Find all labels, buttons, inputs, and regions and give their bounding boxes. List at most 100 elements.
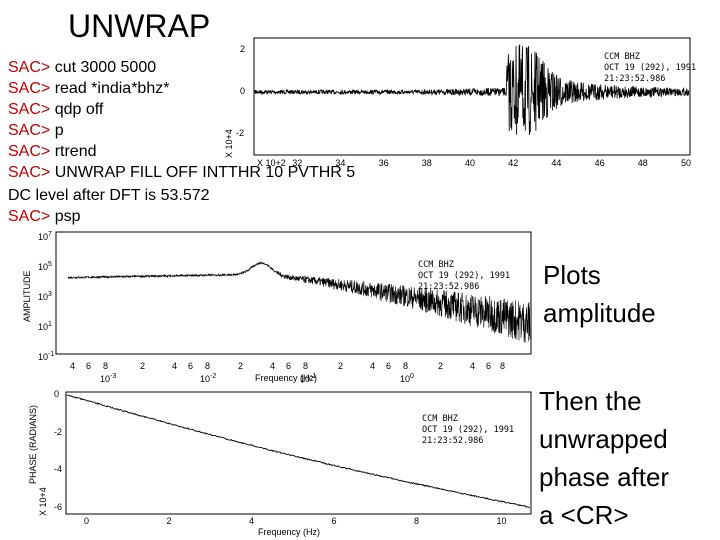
x-tick-label: 2 (438, 361, 443, 371)
x-tick-label: 36 (379, 158, 389, 168)
x-tick-labels: 0 2 4 6 8 10 (84, 516, 507, 526)
y-tick-label: 107 (38, 231, 52, 242)
sac-prompt: SAC> (8, 80, 51, 97)
x-tick-label: 40 (465, 158, 475, 168)
x-tick-label: 6 (486, 361, 491, 371)
caption-line: a <CR> (539, 500, 629, 530)
x-tick-label: 8 (403, 361, 408, 371)
command-line: SAC> UNWRAP FILL OFF INTTHR 10 PVTHR 5 (8, 163, 355, 183)
station-line: OCT 19 (292), 1991 (422, 425, 514, 435)
seismogram-frame (253, 37, 691, 156)
caption-line: Then the (539, 386, 642, 416)
station-line: CCM BHZ (604, 52, 640, 62)
y-tick-label: -4 (54, 464, 62, 474)
x-decade-label: 10-1 (300, 373, 316, 384)
y-tick-labels: 107 105 103 101 10-1 (38, 231, 54, 362)
frequency-axis-label: Frequency (Hz) (255, 373, 317, 383)
command-text: psp (54, 208, 81, 225)
station-line: CCM BHZ (418, 260, 454, 270)
command-text: UNWRAP FILL OFF INTTHR 10 PVTHR 5 (54, 164, 356, 181)
phase-axis-label: PHASE (RADIANS) (28, 405, 38, 484)
sac-prompt: SAC> (8, 164, 51, 181)
amplitude-axis-label: AMPLITUDE (22, 270, 32, 322)
command-line: SAC> read *india*bhz* (8, 79, 169, 99)
command-line: SAC> p (8, 121, 64, 141)
frequency-axis-label: Frequency (Hz) (258, 527, 320, 537)
x-tick-label: 32 (292, 158, 302, 168)
x-tick-label: 38 (422, 158, 432, 168)
command-line: SAC> cut 3000 5000 (8, 58, 156, 78)
station-line: 21:23:52.986 (604, 74, 665, 84)
command-text: cut 3000 5000 (54, 59, 157, 76)
y-tick-label: 2 (240, 44, 245, 54)
phase-caption: Then the unwrapped phase after a <CR> (539, 382, 669, 534)
slide-title: UNWRAP (68, 8, 211, 44)
x-tick-label: 4 (470, 361, 475, 371)
x-tick-label: 8 (414, 516, 419, 526)
x-tick-label: 6 (286, 361, 291, 371)
x-tick-label: 48 (638, 158, 648, 168)
command-line: SAC> qdp off (8, 100, 103, 120)
y-tick-label: -6 (54, 502, 62, 512)
x-tick-labels: 32 34 36 38 40 42 44 46 48 50 (292, 158, 691, 168)
command-line: SAC> psp (8, 207, 81, 227)
caption-line: unwrapped (539, 424, 668, 454)
x-tick-label: 6 (86, 361, 91, 371)
y-tick-label: -2 (236, 128, 244, 138)
x-tick-label: 8 (500, 361, 505, 371)
command-line: SAC> rtrend (8, 142, 97, 162)
phase-frame (65, 391, 532, 515)
x-scale-label: X 10+2 (257, 158, 286, 168)
x-tick-label: 44 (551, 158, 561, 168)
seismogram-plot: 2 0 -2 X 10+4 X 10+2 32 34 36 38 40 42 44 46 48 5… (224, 37, 696, 168)
y-tick-label: 0 (54, 389, 59, 399)
x-tick-label: 6 (386, 361, 391, 371)
y-tick-label: 103 (38, 291, 52, 302)
x-tick-label: 2 (338, 361, 343, 371)
command-text: qdp off (54, 101, 104, 118)
y-tick-label: 10-1 (38, 351, 54, 362)
x-decade-label: 10-2 (200, 373, 216, 384)
x-tick-label: 50 (681, 158, 691, 168)
x-tick-label: 6 (188, 361, 193, 371)
sac-prompt: SAC> (8, 122, 51, 139)
station-line: OCT 19 (292), 1991 (418, 271, 510, 281)
x-tick-label: 6 (332, 516, 337, 526)
phase-scale-label: X 10+4 (38, 487, 48, 516)
x-decade-label: 10-3 (100, 373, 116, 384)
x-tick-label: 8 (103, 361, 108, 371)
y-tick-label: 0 (240, 86, 245, 96)
x-tick-label: 2 (238, 361, 243, 371)
dc-level-output: DC level after DFT is 53.572 (8, 187, 210, 204)
command-text: read *india*bhz* (54, 80, 170, 97)
station-line: 21:23:52.986 (422, 436, 483, 446)
y-scale-label: X 10+4 (224, 129, 234, 158)
x-tick-label: 10 (497, 516, 507, 526)
x-tick-label: 4 (249, 516, 254, 526)
station-line: 21:23:52.986 (418, 282, 479, 292)
caption-line: amplitude (543, 298, 656, 328)
y-tick-label: -2 (54, 427, 62, 437)
x-decade-labels: 10-3 10-2 10-1 100 (100, 373, 414, 384)
amplitude-frame (55, 231, 532, 355)
caption-line: phase after (539, 462, 670, 492)
x-tick-label: 4 (172, 361, 177, 371)
x-tick-label: 46 (595, 158, 605, 168)
amplitude-trace (67, 261, 531, 344)
x-decade-label: 100 (400, 373, 414, 384)
command-text: rtrend (54, 143, 97, 160)
phase-plot: 0 -2 -4 -6 0 2 4 6 8 10 PHASE (RADIANS) X 10+4 F… (28, 389, 532, 537)
caption-line: Plots (543, 260, 601, 290)
y-tick-label: 101 (38, 321, 52, 332)
sac-prompt: SAC> (8, 143, 51, 160)
sac-prompt: SAC> (8, 101, 51, 118)
x-tick-label: 4 (270, 361, 275, 371)
x-tick-label: 0 (84, 516, 89, 526)
sac-prompt: SAC> (8, 208, 51, 225)
x-tick-label: 2 (167, 516, 172, 526)
y-tick-label: 105 (38, 261, 52, 272)
seismogram-trace (254, 44, 690, 136)
